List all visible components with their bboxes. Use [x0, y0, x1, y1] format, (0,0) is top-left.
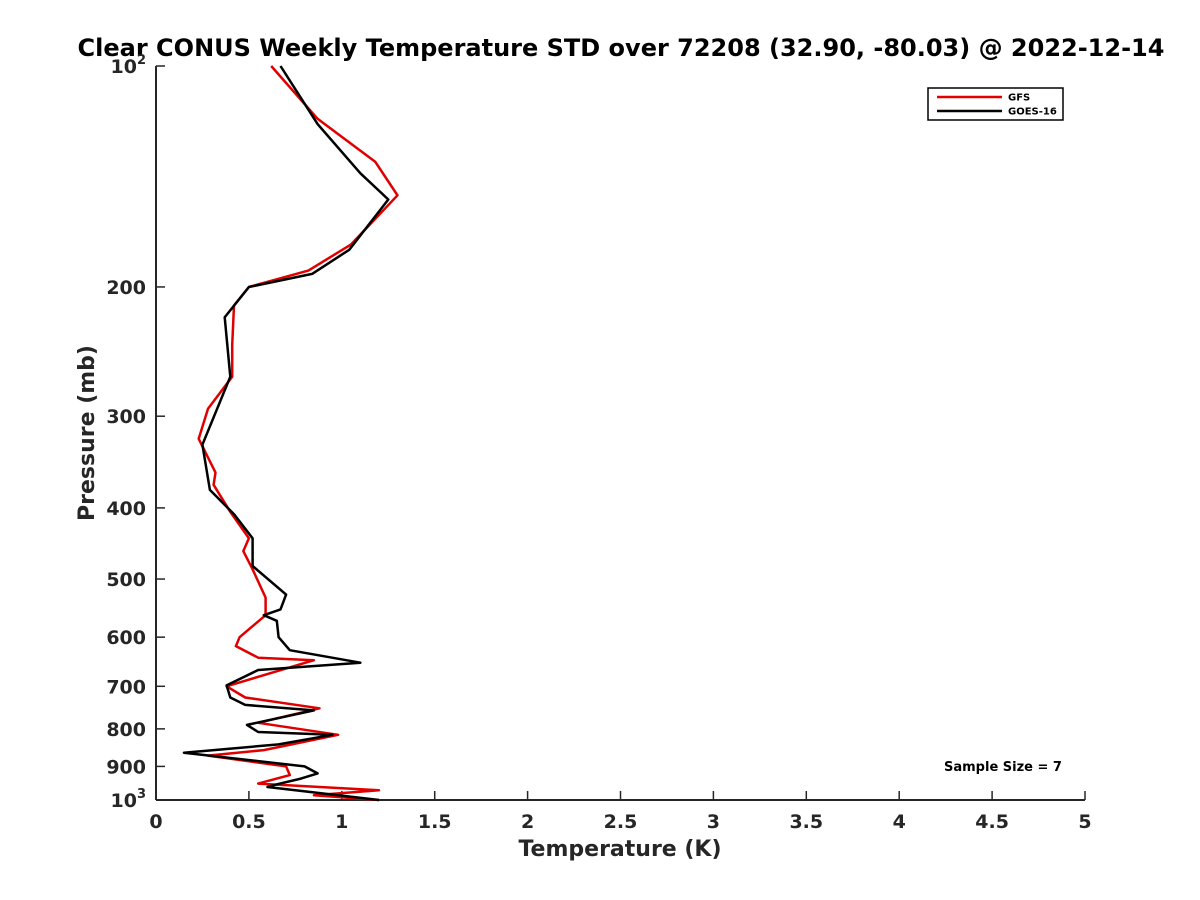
x-tick-label: 2.5: [604, 811, 638, 833]
chart-title: Clear CONUS Weekly Temperature STD over …: [78, 34, 1165, 62]
legend-box: [927, 87, 1064, 121]
x-tick-label: 0.5: [232, 811, 266, 833]
x-tick-label: 1.5: [418, 811, 452, 833]
y-tick-label: 103: [111, 787, 147, 812]
x-tick-label: 4.5: [975, 811, 1009, 833]
x-tick-label: 3: [707, 811, 720, 833]
x-tick-label: 4: [893, 811, 906, 833]
x-tick-label: 3.5: [789, 811, 823, 833]
x-axis-label: Temperature (K): [518, 837, 721, 862]
legend-label-goes-16: GOES-16: [1008, 107, 1057, 118]
plot-area: 0 0.5 1 1.5 2 2.5 3 3.5 4 4.5 5 102 200 300 400 500 600 7…: [106, 53, 1091, 833]
x-tick-label: 1: [335, 811, 348, 833]
legend: GFS GOES-16: [927, 87, 1064, 121]
x-tick-label: 2: [521, 811, 534, 833]
y-tick-label: 800: [106, 719, 146, 741]
y-tick-label: 200: [106, 277, 146, 299]
y-tick-label: 102: [111, 53, 147, 78]
x-tick-label: 5: [1078, 811, 1091, 833]
x-tick-label: 0: [149, 811, 162, 833]
y-tick-label: 300: [106, 406, 146, 428]
y-tick-label: 500: [106, 569, 146, 591]
series-line-goes-16: [182, 65, 390, 802]
y-tick-label: 600: [106, 627, 146, 649]
y-axis-label: Pressure (mb): [75, 345, 100, 521]
y-tick-label: 400: [106, 498, 146, 520]
legend-label-gfs: GFS: [1008, 93, 1030, 104]
sample-size-annotation: Sample Size = 7: [944, 760, 1062, 775]
y-tick-label: 700: [106, 676, 146, 698]
y-tick-label: 900: [106, 756, 146, 778]
